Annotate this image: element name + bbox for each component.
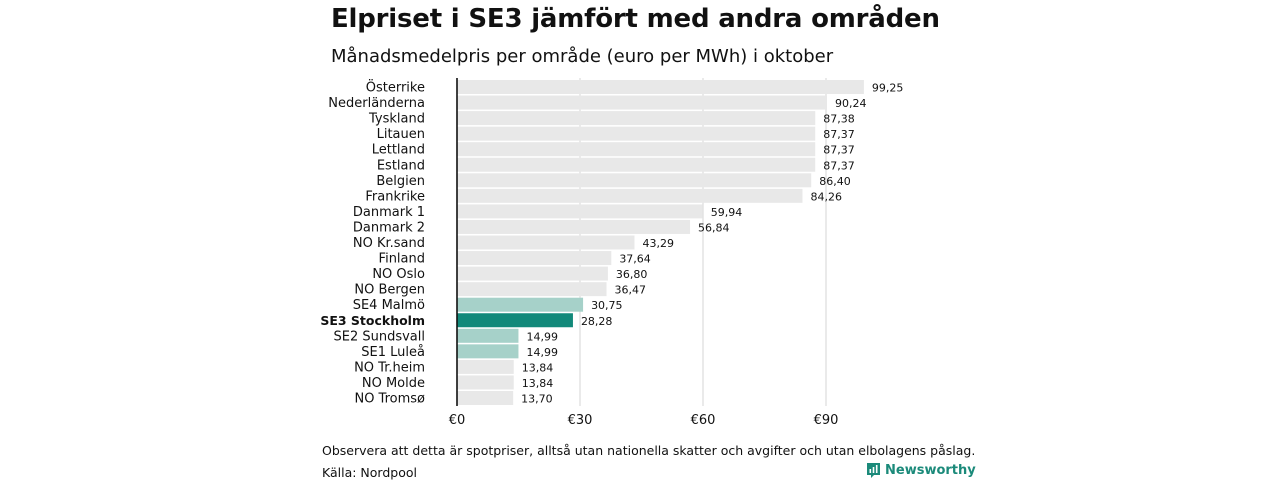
value-label: 36,47 <box>615 284 647 297</box>
bar <box>457 95 827 110</box>
category-label: Frankrike <box>365 189 425 204</box>
category-label: Tyskland <box>368 112 425 127</box>
value-label: 13,70 <box>521 393 553 406</box>
category-label: NO Oslo <box>372 267 425 282</box>
category-label: SE2 Sundsvall <box>333 329 425 344</box>
bar-chart: ÖsterrikeNederländernaTysklandLitauenLet… <box>320 78 903 428</box>
bar <box>457 328 519 343</box>
value-label: 13,84 <box>522 361 554 374</box>
value-label: 37,64 <box>619 253 651 266</box>
value-label: 28,28 <box>581 315 613 328</box>
value-label: 90,24 <box>835 97 867 110</box>
bar <box>457 297 584 312</box>
bar <box>457 111 816 126</box>
value-label: 13,84 <box>522 377 554 390</box>
value-label: 86,40 <box>819 175 851 188</box>
bar <box>457 251 612 266</box>
bar <box>457 375 514 390</box>
category-labels: ÖsterrikeNederländernaTysklandLitauenLet… <box>320 79 425 407</box>
category-label: Finland <box>379 252 425 267</box>
chart-subtitle: Månadsmedelpris per område (euro per MWh… <box>331 46 834 67</box>
source-note: Källa: Nordpool <box>322 465 417 480</box>
x-tick-label: €90 <box>814 413 839 428</box>
bar <box>457 391 514 405</box>
bar <box>457 344 519 359</box>
bar <box>457 157 816 172</box>
value-labels: 99,25 90,24 87,38 87,37 87,37 87,37 86,40 84,26… <box>521 82 903 406</box>
footnote: Observera att detta är spotpriser, allts… <box>322 443 976 458</box>
value-label: 59,94 <box>711 206 743 219</box>
value-label: 87,37 <box>823 128 855 141</box>
value-label: 84,26 <box>810 190 842 203</box>
bar <box>457 235 635 250</box>
value-label: 87,37 <box>823 144 855 157</box>
bar <box>457 126 816 141</box>
category-label: NO Tromsø <box>354 392 425 407</box>
brand-name: Newsworthy <box>885 463 976 478</box>
value-label: 87,38 <box>823 113 855 126</box>
bar <box>457 219 691 234</box>
category-label: Estland <box>377 158 425 173</box>
category-label: NO Kr.sand <box>353 236 425 251</box>
category-label: Danmark 1 <box>353 205 425 220</box>
category-label: SE4 Malmö <box>353 298 425 313</box>
bar <box>457 204 703 219</box>
category-label: Belgien <box>376 174 425 189</box>
bar <box>457 359 514 374</box>
value-label: 43,29 <box>642 237 674 250</box>
value-label: 99,25 <box>872 82 904 95</box>
value-label: 87,37 <box>823 159 855 172</box>
category-label: SE1 Luleå <box>361 345 425 360</box>
bar <box>457 142 816 157</box>
category-label: Nederländerna <box>328 96 425 111</box>
bar <box>457 313 573 328</box>
chart-title: Elpriset i SE3 jämfört med andra områden <box>331 4 940 34</box>
value-label: 14,99 <box>526 330 558 343</box>
value-label: 56,84 <box>698 221 730 234</box>
category-label: Lettland <box>372 143 425 158</box>
category-label: NO Tr.heim <box>354 360 425 375</box>
category-label: NO Molde <box>362 376 425 391</box>
value-label: 30,75 <box>591 299 623 312</box>
bar <box>457 188 803 203</box>
category-label: Litauen <box>377 127 425 142</box>
x-tick-label: €30 <box>568 413 593 428</box>
bar <box>457 266 608 281</box>
bar <box>457 282 607 297</box>
bars <box>457 80 864 405</box>
brand-logo: Newsworthy <box>866 462 976 479</box>
category-label: NO Bergen <box>354 283 425 298</box>
category-label: Österrike <box>366 79 425 96</box>
x-tick-label: €0 <box>449 413 466 428</box>
x-tick-label: €60 <box>691 413 716 428</box>
category-label: SE3 Stockholm <box>320 313 425 328</box>
value-label: 36,80 <box>616 268 648 281</box>
bar <box>457 173 812 188</box>
x-axis-ticks: €0 €30 €60 €90 <box>449 413 839 428</box>
newsworthy-logo-icon <box>867 463 880 478</box>
bar <box>457 80 864 94</box>
value-label: 14,99 <box>526 346 558 359</box>
category-label: Danmark 2 <box>353 220 425 235</box>
